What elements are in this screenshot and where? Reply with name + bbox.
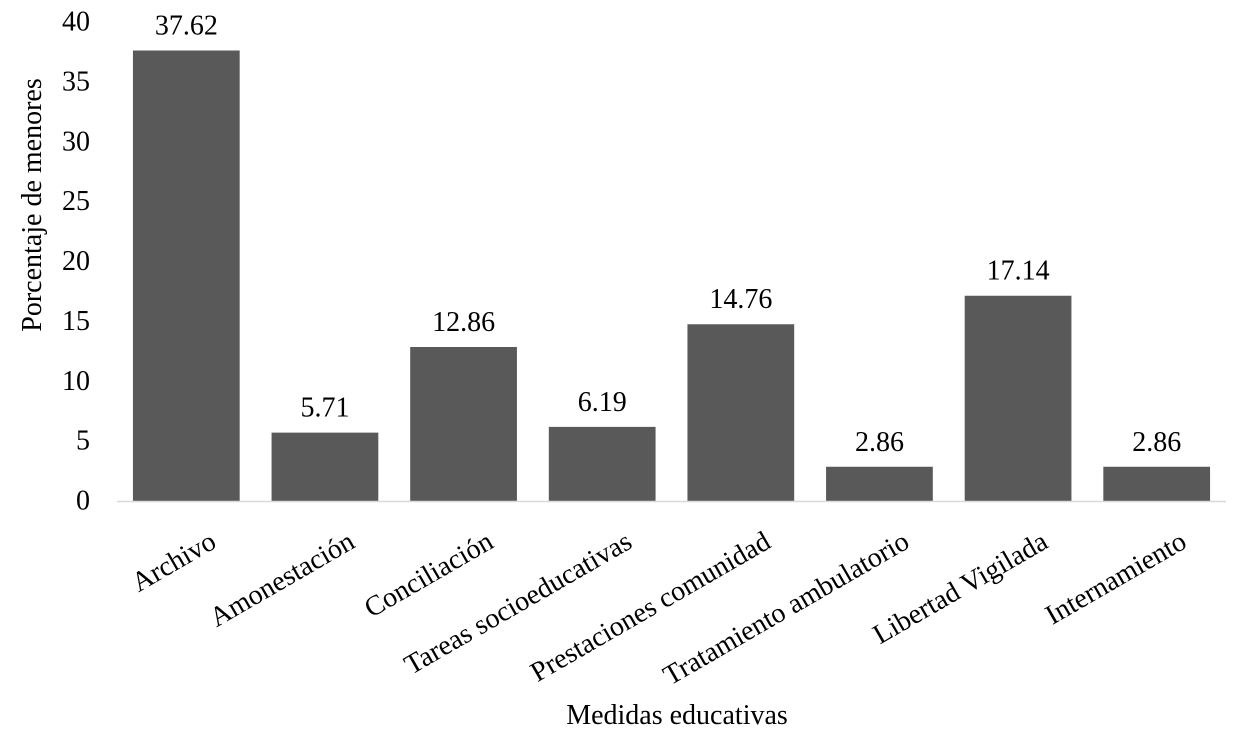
y-tick-label: 40 — [62, 7, 90, 38]
data-label: 17.14 — [987, 256, 1050, 287]
bar — [271, 432, 379, 501]
bars — [132, 50, 1211, 502]
category-label: Tratamiento ambulatorio — [658, 526, 914, 692]
bar — [1103, 466, 1211, 501]
bar — [132, 50, 240, 502]
data-label: 6.19 — [578, 387, 627, 418]
y-tick-label: 35 — [62, 66, 90, 97]
bar — [964, 295, 1072, 501]
y-tick-label: 30 — [62, 126, 90, 157]
bar — [548, 426, 656, 501]
y-tick-label: 10 — [62, 366, 90, 397]
category-label: Archivo — [126, 526, 221, 599]
data-labels: 37.62 5.71 12.86 6.19 14.76 2.86 17.14 2.86 — [155, 11, 1181, 458]
y-tick-label: 0 — [76, 486, 90, 517]
bar — [826, 466, 933, 501]
data-label: 14.76 — [709, 284, 772, 315]
bar — [410, 347, 517, 501]
data-label: 12.86 — [432, 307, 495, 338]
y-tick-label: 15 — [62, 306, 90, 337]
category-label: Prestaciones comunidad — [525, 526, 776, 689]
y-tick-label: 5 — [76, 426, 90, 457]
category-label: Amonestación — [204, 526, 360, 634]
y-tick-label: 20 — [62, 246, 90, 277]
category-label: Internamiento — [1040, 526, 1192, 631]
data-label: 37.62 — [155, 11, 218, 42]
data-label: 2.86 — [1132, 427, 1181, 458]
y-axis-title: Porcentaje de menores — [17, 78, 48, 331]
y-axis-ticks: 0 5 10 15 20 25 30 35 40 — [62, 7, 90, 517]
y-tick-label: 25 — [62, 186, 90, 217]
data-label: 2.86 — [855, 427, 904, 458]
x-axis-title: Medidas educativas — [566, 700, 788, 731]
bar — [687, 324, 795, 501]
category-label: Tareas socioeducativas — [399, 526, 637, 681]
data-label: 5.71 — [300, 393, 349, 424]
